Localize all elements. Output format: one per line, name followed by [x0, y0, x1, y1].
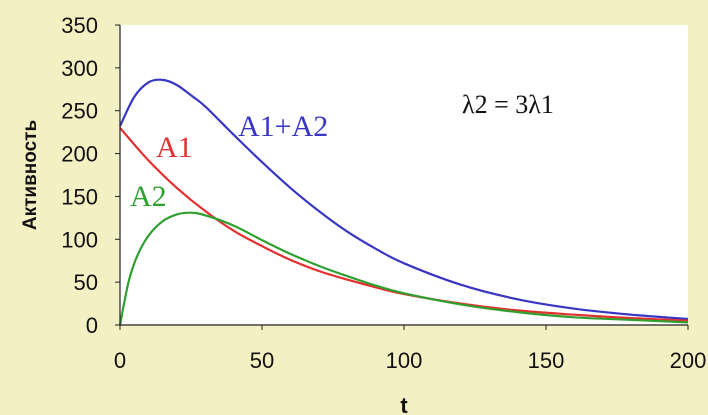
- legend-label-a2: A2: [130, 180, 167, 213]
- x-tick-label: 150: [528, 348, 565, 373]
- formula-annotation: λ2 = 3λ1: [462, 90, 554, 119]
- y-tick-label: 50: [74, 270, 98, 295]
- x-tick-label: 0: [114, 348, 126, 373]
- y-tick-label: 150: [61, 184, 98, 209]
- y-tick-label: 350: [61, 13, 98, 38]
- plot-area: [120, 25, 688, 325]
- x-axis-title: t: [400, 393, 408, 415]
- series-line-a1-plus-a2: [119, 78, 689, 321]
- series-line-a2: [118, 211, 689, 326]
- y-tick-label: 250: [61, 99, 98, 124]
- series-line-a1: [119, 127, 689, 322]
- x-tick-label: 200: [670, 348, 707, 373]
- y-tick-label: 100: [61, 227, 98, 252]
- y-tick-label: 200: [61, 142, 98, 167]
- x-tick-label: 100: [386, 348, 423, 373]
- x-tick-label: 50: [250, 348, 274, 373]
- legend-label-sum: A1+A2: [238, 110, 328, 143]
- legend-label-a1: A1: [156, 131, 193, 164]
- series-layer: [118, 78, 689, 326]
- y-tick-label: 0: [86, 313, 98, 338]
- ticks-layer: 0 50 100 150 200 0 50 100 150 200 250 300 350: [61, 13, 706, 373]
- y-tick-label: 300: [61, 56, 98, 81]
- y-axis-title: Активность: [20, 120, 41, 230]
